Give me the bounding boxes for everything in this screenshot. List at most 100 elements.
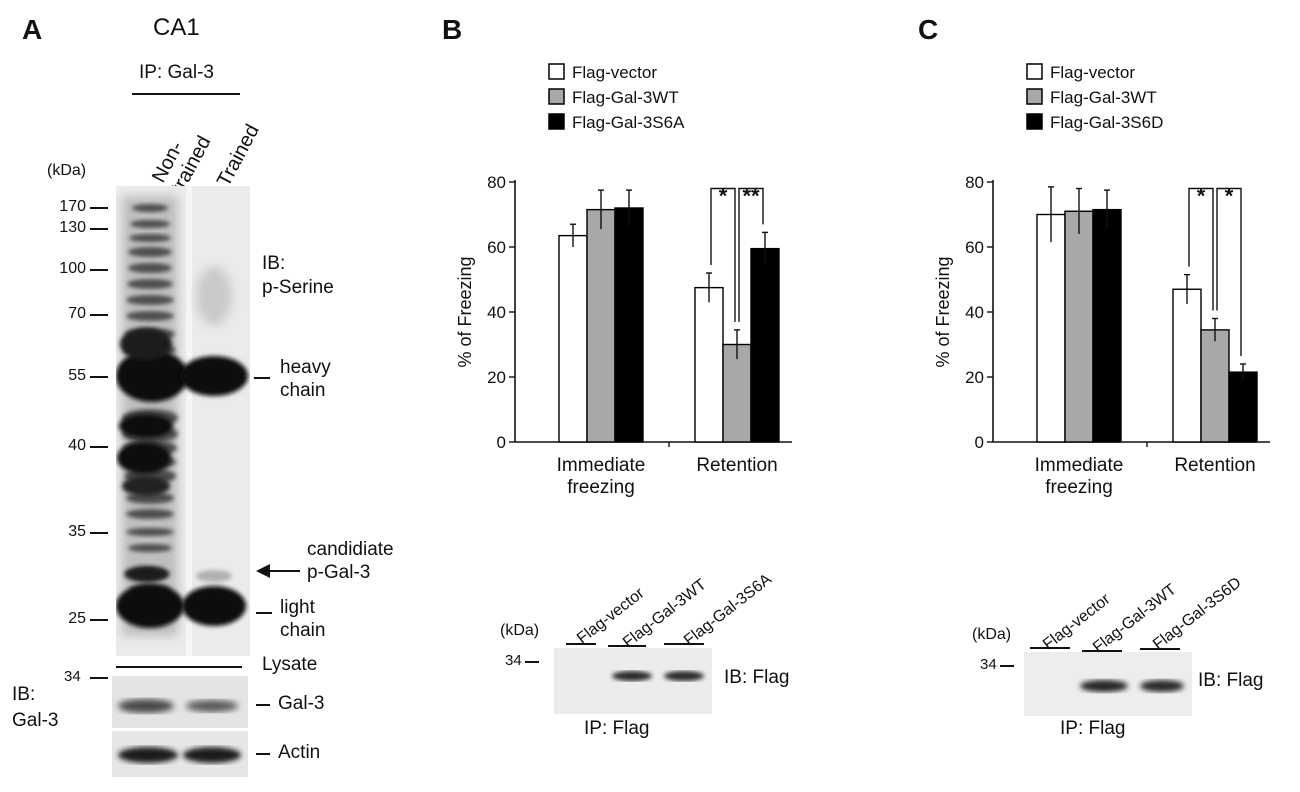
marker-tick-100 [90, 269, 108, 271]
ip-underline [132, 93, 240, 95]
lane-label-trained: Trained [213, 120, 264, 191]
flag-bands-b [612, 671, 704, 681]
legend-label: Flag-Gal-3WT [572, 88, 679, 107]
legend-swatch [1026, 63, 1043, 80]
blot-band [128, 263, 172, 273]
category-label: freezing [567, 477, 635, 498]
bar [694, 286, 724, 443]
significance-bracket [738, 187, 764, 322]
bar [614, 207, 644, 443]
bar-chart-svg: Flag-vector Flag-Gal-3WT Flag-Gal-3S6A 0 20 4… [455, 63, 792, 498]
marker-label-170: 170 [59, 198, 86, 215]
bar [1200, 329, 1230, 443]
marker-label-130: 130 [59, 219, 86, 236]
lane-bar-2-b [608, 645, 646, 647]
gal3-tick [256, 704, 270, 706]
significance-bracket [710, 187, 736, 322]
y-tick-label: 20 [965, 368, 984, 387]
blot-band [128, 544, 172, 552]
actin-bands [118, 747, 241, 763]
significance-label: * [1197, 184, 1206, 209]
blot-band [126, 295, 174, 305]
marker-label-35: 35 [68, 523, 86, 540]
bar [586, 208, 616, 443]
bar-chart-svg: Flag-vector Flag-Gal-3WT Flag-Gal-3S6D 0 20 4… [933, 63, 1270, 498]
category-label: freezing [1045, 477, 1113, 498]
bar [750, 247, 780, 443]
lane-bar-1-c [1030, 647, 1070, 649]
ib-flag-label-c: IB: Flag [1198, 670, 1264, 691]
category-label: Immediate [557, 455, 646, 476]
y-axis-label: % of Freezing [933, 256, 953, 367]
main-blot-bands [116, 186, 248, 656]
y-tick-label: 60 [487, 238, 506, 257]
significance-label: ** [742, 184, 760, 209]
category-label: Retention [696, 455, 777, 476]
panel-a-letter: A [22, 14, 43, 45]
y-tick-label: 20 [487, 368, 506, 387]
lysate-marker-34: 34 [64, 668, 81, 685]
legend-label: Flag-Gal-3S6A [572, 113, 685, 132]
bar [1228, 371, 1258, 443]
marker-label-100: 100 [59, 260, 86, 277]
significance-label: * [1225, 184, 1234, 209]
marker-label-25: 25 [68, 610, 86, 627]
ib-flag-label-b: IB: Flag [724, 667, 790, 688]
actin-blot [112, 731, 248, 777]
flag-blot-b [554, 648, 712, 714]
marker-tick-170 [90, 207, 108, 209]
category-label: Retention [1174, 455, 1255, 476]
main-blot [116, 186, 250, 656]
legend-swatch [1026, 88, 1043, 105]
bar [1064, 210, 1094, 443]
flag-bands-c [1080, 680, 1184, 692]
legend-swatch [548, 63, 565, 80]
legend-label: Flag-vector [1050, 63, 1135, 82]
lane-bar-2-c [1082, 650, 1122, 652]
lane-bar-3-c [1140, 648, 1180, 650]
ip-gal3-label: IP: Gal-3 [139, 62, 214, 83]
candidate-label: candidiate p-Gal-3 [307, 539, 394, 583]
blot-band [132, 204, 168, 212]
lane-bar-1-b [566, 643, 596, 645]
gal3-blot [112, 676, 248, 728]
y-tick-label: 80 [965, 173, 984, 192]
legend-label: Flag-Gal-3WT [1050, 88, 1157, 107]
arrow-left-icon [256, 564, 270, 578]
y-tick-label: 40 [965, 303, 984, 322]
marker-34-tick-b [525, 661, 539, 663]
legend-swatch [1026, 113, 1043, 130]
blot-band [127, 279, 173, 289]
legend-swatch [548, 113, 565, 130]
significance-label: * [719, 184, 728, 209]
bar [558, 234, 588, 443]
marker-tick-130 [90, 228, 108, 230]
marker-label-55: 55 [68, 367, 86, 384]
heavy-chain-tick [254, 377, 270, 379]
marker-tick-40 [90, 446, 108, 448]
lysate-line [116, 666, 242, 668]
lysate-label: Lysate [262, 654, 318, 675]
y-tick-label: 60 [965, 238, 984, 257]
ib-gal3-label: IB: Gal-3 [12, 684, 59, 731]
bar [1036, 213, 1066, 443]
light-chain-tick [256, 612, 272, 614]
y-tick-label: 40 [487, 303, 506, 322]
flag-blot-c [1024, 652, 1192, 716]
lysate-marker-tick [90, 677, 108, 679]
marker-label-70: 70 [68, 305, 86, 322]
marker-tick-25 [90, 619, 108, 621]
actin-tick [256, 753, 270, 755]
y-axis-label: % of Freezing [455, 256, 475, 367]
marker-34-tick-c [1000, 665, 1014, 667]
kda-label-a: (kDa) [47, 162, 87, 179]
legend-label: Flag-vector [572, 63, 657, 82]
marker-34-b: 34 [505, 652, 522, 669]
blot-band [128, 247, 172, 257]
blot-band [129, 234, 171, 242]
category-label: Immediate [1035, 455, 1124, 476]
freezing-chart-c: Flag-vector Flag-Gal-3WT Flag-Gal-3S6D 0 20 4… [918, 50, 1298, 510]
legend-swatch [548, 88, 565, 105]
gal3-label: Gal-3 [278, 693, 325, 714]
ip-flag-label-b: IP: Flag [584, 718, 650, 739]
